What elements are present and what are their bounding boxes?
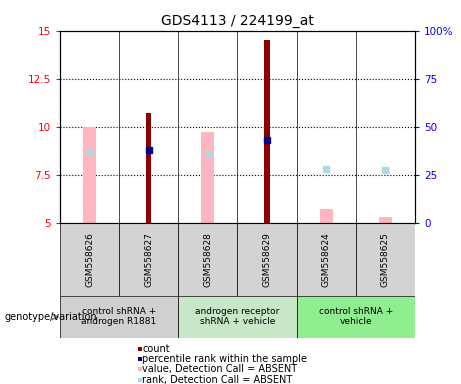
FancyBboxPatch shape (296, 296, 415, 338)
FancyBboxPatch shape (60, 296, 178, 338)
FancyBboxPatch shape (237, 223, 296, 296)
Bar (146, 113, 151, 223)
Text: control shRNA +
vehicle: control shRNA + vehicle (319, 307, 393, 326)
Bar (379, 217, 392, 223)
Title: GDS4113 / 224199_at: GDS4113 / 224199_at (161, 14, 314, 28)
FancyBboxPatch shape (296, 223, 356, 296)
Bar (319, 209, 333, 223)
FancyBboxPatch shape (60, 223, 119, 296)
Text: androgen receptor
shRNA + vehicle: androgen receptor shRNA + vehicle (195, 307, 280, 326)
Text: GSM558628: GSM558628 (203, 232, 213, 286)
Text: GSM558627: GSM558627 (144, 232, 153, 286)
Text: control shRNA +
androgen R1881: control shRNA + androgen R1881 (82, 307, 157, 326)
Text: GSM558626: GSM558626 (85, 232, 94, 286)
Text: genotype/variation: genotype/variation (5, 312, 97, 322)
Bar (264, 40, 270, 223)
Text: count: count (142, 344, 170, 354)
FancyBboxPatch shape (178, 296, 296, 338)
Text: GSM558629: GSM558629 (262, 232, 272, 286)
Text: percentile rank within the sample: percentile rank within the sample (142, 354, 307, 364)
FancyBboxPatch shape (178, 223, 237, 296)
FancyBboxPatch shape (356, 223, 415, 296)
Text: rank, Detection Call = ABSENT: rank, Detection Call = ABSENT (142, 375, 293, 384)
Text: GSM558625: GSM558625 (381, 232, 390, 286)
Text: GSM558624: GSM558624 (322, 232, 331, 286)
Text: value, Detection Call = ABSENT: value, Detection Call = ABSENT (142, 364, 297, 374)
Bar (201, 132, 214, 223)
Bar (83, 127, 96, 223)
FancyBboxPatch shape (119, 223, 178, 296)
